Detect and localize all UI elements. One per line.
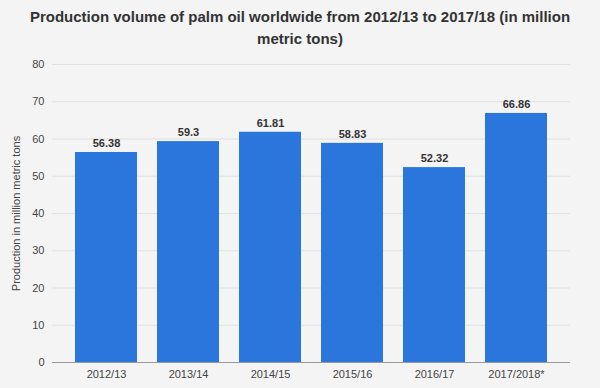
svg-text:2013/14: 2013/14 (169, 368, 209, 380)
svg-text:80: 80 (32, 58, 44, 70)
svg-text:58.83: 58.83 (339, 128, 367, 140)
svg-text:30: 30 (32, 244, 44, 256)
svg-text:2017/2018*: 2017/2018* (488, 368, 545, 380)
html-text:Production volume of palm oil: Production volume of palm oil worldwide … (29, 8, 571, 47)
svg-text:2012/13: 2012/13 (87, 368, 127, 380)
svg-text:60: 60 (32, 133, 44, 145)
svg-text:10: 10 (32, 319, 44, 331)
svg-text:2015/16: 2015/16 (333, 368, 373, 380)
svg-text:66.86: 66.86 (503, 98, 531, 110)
svg-text:52.32: 52.32 (421, 152, 449, 164)
svg-text:2016/17: 2016/17 (415, 368, 455, 380)
svg-text:2014/15: 2014/15 (251, 368, 291, 380)
svg-text:0: 0 (38, 356, 44, 368)
svg-text:50: 50 (32, 170, 44, 182)
svg-text:61.81: 61.81 (257, 117, 285, 129)
svg-text:Production in million metric t: Production in million metric tons (10, 135, 22, 291)
svg-text:20: 20 (32, 282, 44, 294)
svg-text:40: 40 (32, 207, 44, 219)
svg-text:59.3: 59.3 (178, 126, 199, 138)
svg-text:56.38: 56.38 (93, 137, 121, 149)
svg-text:70: 70 (32, 95, 44, 107)
